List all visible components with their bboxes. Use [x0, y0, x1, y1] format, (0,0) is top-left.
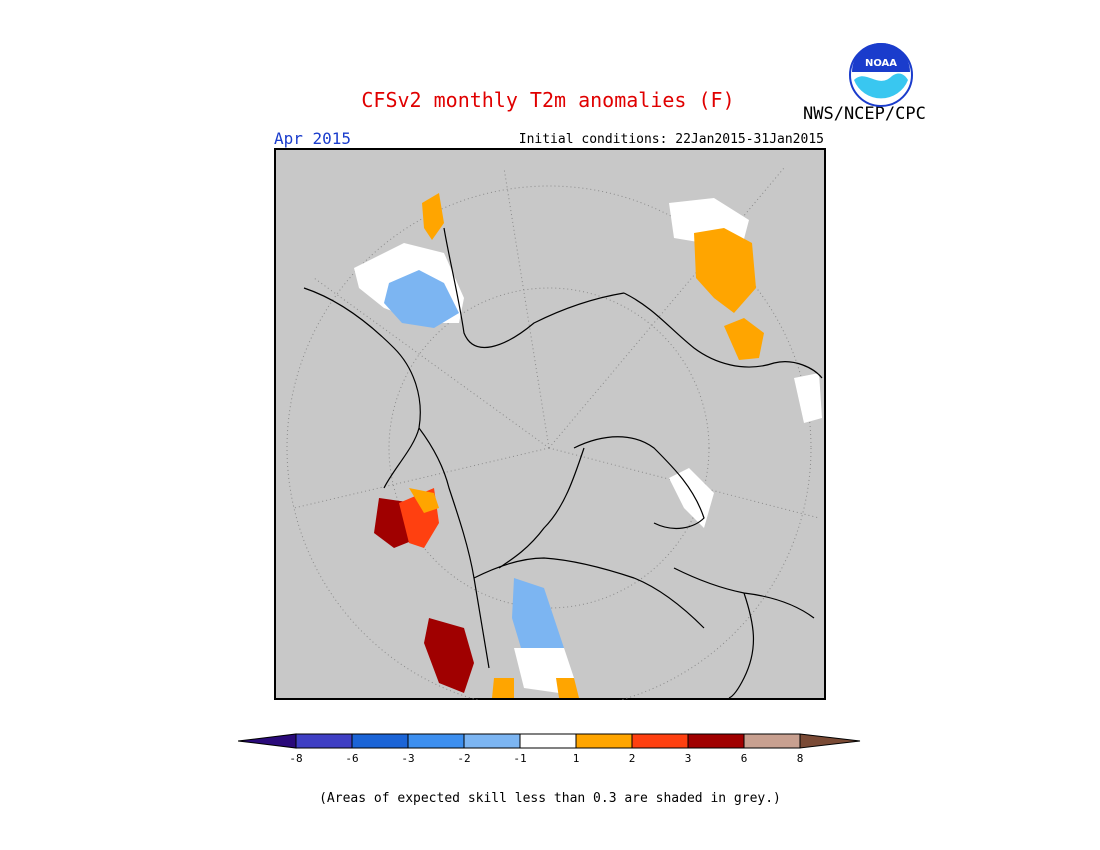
colorbar-tick: 6	[740, 752, 748, 765]
colorbar-tick: -1	[513, 752, 527, 765]
colorbar-tick: 8	[796, 752, 804, 765]
graticule	[286, 167, 820, 700]
valid-month-label: Apr 2015	[274, 129, 352, 148]
initial-conditions-label: Initial conditions: 22Jan2015-31Jan2015	[518, 132, 824, 147]
map-title: CFSv2 monthly T2m anomalies (F)	[361, 88, 735, 112]
skill-footnote: (Areas of expected skill less than 0.3 a…	[319, 791, 781, 806]
polar-anomaly-map	[274, 148, 826, 700]
colorbar-tick: -3	[401, 752, 415, 765]
noaa-logo-icon: NOAA	[849, 43, 913, 107]
colorbar-tick: -6	[345, 752, 359, 765]
colorbar-tick: 1	[572, 752, 580, 765]
logo-text: NOAA	[865, 58, 897, 69]
colorbar-tick: -2	[457, 752, 471, 765]
anomaly-shading	[354, 193, 822, 698]
colorbar-tick: 2	[628, 752, 636, 765]
coastlines	[303, 227, 823, 699]
colorbar-tick: 3	[684, 752, 692, 765]
organization-label: NWS/NCEP/CPC	[803, 104, 926, 124]
color-scale-bar	[238, 733, 861, 749]
colorbar-tick: -8	[289, 752, 303, 765]
